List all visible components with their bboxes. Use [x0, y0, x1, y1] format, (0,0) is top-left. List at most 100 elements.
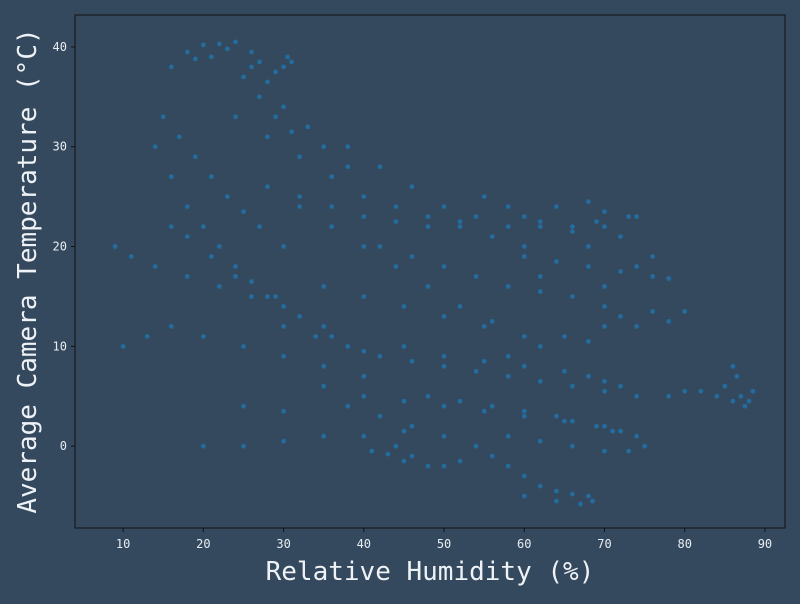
- data-point: [257, 59, 262, 65]
- data-point: [273, 114, 278, 120]
- data-point: [521, 408, 527, 414]
- data-point: [570, 443, 575, 449]
- data-point: [626, 448, 631, 454]
- data-point: [393, 264, 399, 269]
- data-point: [457, 219, 463, 225]
- data-point: [602, 304, 607, 309]
- data-point: [505, 373, 511, 379]
- data-point: [562, 334, 567, 339]
- data-point: [473, 274, 479, 279]
- data-point: [714, 393, 720, 399]
- points-layer: [112, 39, 756, 507]
- data-point: [168, 64, 174, 70]
- data-point: [481, 324, 487, 329]
- data-point: [610, 428, 615, 434]
- data-point: [409, 184, 415, 190]
- data-point: [634, 393, 639, 399]
- data-point: [184, 274, 190, 279]
- data-point: [586, 199, 591, 205]
- y-tick-label: 40: [53, 40, 67, 54]
- data-point: [241, 74, 246, 80]
- x-axis: 10 20 30 40 50 60 70 80 90: [116, 528, 772, 551]
- data-point: [401, 458, 407, 464]
- data-point: [425, 214, 431, 220]
- data-point: [249, 49, 254, 55]
- data-point: [120, 344, 126, 349]
- data-point: [489, 403, 495, 409]
- y-tick-label: 10: [53, 339, 67, 353]
- data-point: [586, 339, 591, 344]
- data-point: [521, 214, 527, 220]
- data-point: [297, 154, 302, 160]
- data-point: [537, 224, 543, 230]
- data-point: [409, 423, 415, 429]
- data-point: [201, 443, 206, 449]
- data-point: [441, 463, 447, 469]
- data-point: [209, 174, 214, 180]
- data-point: [505, 433, 511, 439]
- data-point: [505, 224, 511, 230]
- data-point: [489, 234, 495, 240]
- data-point: [562, 368, 567, 374]
- data-point: [505, 463, 511, 469]
- data-point: [537, 483, 543, 489]
- x-tick-label: 30: [276, 537, 290, 551]
- data-point: [594, 423, 599, 429]
- x-tick-label: 20: [196, 537, 210, 551]
- data-point: [521, 413, 527, 419]
- data-point: [634, 264, 639, 269]
- data-point: [602, 284, 607, 289]
- data-point: [225, 46, 230, 52]
- data-point: [481, 358, 487, 364]
- data-point: [361, 214, 367, 220]
- data-point: [321, 284, 327, 289]
- data-point: [233, 39, 238, 45]
- data-point: [602, 224, 607, 230]
- data-point: [401, 344, 407, 349]
- data-point: [281, 324, 286, 329]
- data-point: [457, 398, 463, 404]
- data-point: [281, 353, 286, 359]
- data-point: [521, 254, 527, 259]
- x-tick-label: 40: [357, 537, 371, 551]
- x-axis-title: Relative Humidity (%): [266, 557, 595, 587]
- y-tick-label: 0: [60, 439, 67, 453]
- data-point: [209, 54, 214, 60]
- data-point: [393, 204, 399, 210]
- data-point: [441, 433, 447, 439]
- data-point: [441, 353, 447, 359]
- data-point: [377, 244, 383, 249]
- data-point: [441, 314, 447, 319]
- data-point: [249, 294, 254, 299]
- data-point: [385, 451, 391, 457]
- data-point: [618, 314, 623, 319]
- data-point: [297, 194, 302, 200]
- data-point: [562, 418, 567, 424]
- data-point: [481, 408, 487, 414]
- data-point: [746, 398, 752, 404]
- data-point: [281, 438, 286, 444]
- data-point: [666, 319, 672, 324]
- data-point: [345, 344, 351, 349]
- data-point: [377, 353, 383, 359]
- data-point: [241, 344, 246, 349]
- data-point: [602, 324, 607, 329]
- data-point: [329, 334, 335, 339]
- data-point: [144, 334, 150, 339]
- data-point: [650, 254, 655, 259]
- data-point: [425, 224, 431, 230]
- data-point: [176, 134, 182, 140]
- data-point: [698, 388, 704, 394]
- data-point: [361, 194, 367, 200]
- data-point: [505, 353, 511, 359]
- x-tick-label: 70: [597, 537, 611, 551]
- data-point: [321, 324, 327, 329]
- data-point: [734, 373, 740, 379]
- data-point: [602, 448, 607, 454]
- data-point: [217, 41, 222, 47]
- data-point: [401, 398, 407, 404]
- data-point: [329, 204, 335, 210]
- data-point: [297, 204, 302, 210]
